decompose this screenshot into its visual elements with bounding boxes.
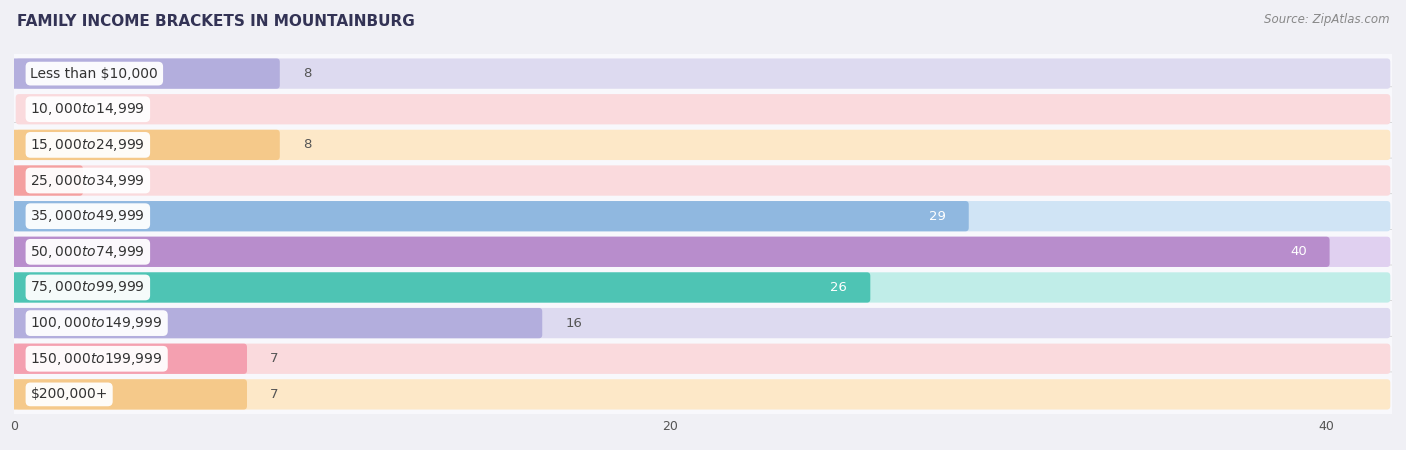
FancyBboxPatch shape — [10, 51, 1396, 96]
Text: 29: 29 — [929, 210, 946, 223]
Text: 16: 16 — [565, 317, 582, 329]
FancyBboxPatch shape — [15, 130, 1391, 160]
FancyBboxPatch shape — [11, 130, 280, 160]
FancyBboxPatch shape — [15, 379, 1391, 410]
FancyBboxPatch shape — [11, 237, 1330, 267]
FancyBboxPatch shape — [10, 158, 1396, 203]
FancyBboxPatch shape — [15, 344, 1391, 374]
FancyBboxPatch shape — [10, 230, 1396, 274]
FancyBboxPatch shape — [11, 379, 247, 410]
FancyBboxPatch shape — [11, 201, 969, 231]
FancyBboxPatch shape — [10, 194, 1396, 238]
Text: 7: 7 — [270, 352, 278, 365]
FancyBboxPatch shape — [11, 166, 83, 196]
Text: 0: 0 — [41, 103, 49, 116]
FancyBboxPatch shape — [15, 58, 1391, 89]
FancyBboxPatch shape — [15, 94, 1391, 124]
Text: 7: 7 — [270, 388, 278, 401]
FancyBboxPatch shape — [10, 87, 1396, 132]
Text: Source: ZipAtlas.com: Source: ZipAtlas.com — [1264, 14, 1389, 27]
FancyBboxPatch shape — [11, 308, 543, 338]
Text: $15,000 to $24,999: $15,000 to $24,999 — [31, 137, 145, 153]
Text: $150,000 to $199,999: $150,000 to $199,999 — [31, 351, 163, 367]
FancyBboxPatch shape — [11, 344, 247, 374]
Text: $50,000 to $74,999: $50,000 to $74,999 — [31, 244, 145, 260]
Text: 26: 26 — [831, 281, 848, 294]
Text: $35,000 to $49,999: $35,000 to $49,999 — [31, 208, 145, 224]
Text: $10,000 to $14,999: $10,000 to $14,999 — [31, 101, 145, 117]
FancyBboxPatch shape — [15, 201, 1391, 231]
Text: $75,000 to $99,999: $75,000 to $99,999 — [31, 279, 145, 296]
FancyBboxPatch shape — [15, 272, 1391, 302]
FancyBboxPatch shape — [10, 301, 1396, 346]
Text: $200,000+: $200,000+ — [31, 387, 108, 401]
FancyBboxPatch shape — [11, 58, 280, 89]
Text: $100,000 to $149,999: $100,000 to $149,999 — [31, 315, 163, 331]
FancyBboxPatch shape — [10, 372, 1396, 417]
FancyBboxPatch shape — [15, 237, 1391, 267]
FancyBboxPatch shape — [15, 308, 1391, 338]
Text: 2: 2 — [105, 174, 114, 187]
FancyBboxPatch shape — [10, 336, 1396, 381]
FancyBboxPatch shape — [11, 272, 870, 302]
Text: Less than $10,000: Less than $10,000 — [31, 67, 159, 81]
FancyBboxPatch shape — [15, 166, 1391, 196]
Text: $25,000 to $34,999: $25,000 to $34,999 — [31, 172, 145, 189]
FancyBboxPatch shape — [10, 122, 1396, 167]
Text: FAMILY INCOME BRACKETS IN MOUNTAINBURG: FAMILY INCOME BRACKETS IN MOUNTAINBURG — [17, 14, 415, 28]
FancyBboxPatch shape — [10, 265, 1396, 310]
Text: 8: 8 — [302, 67, 311, 80]
Text: 8: 8 — [302, 139, 311, 151]
Text: 40: 40 — [1289, 245, 1306, 258]
